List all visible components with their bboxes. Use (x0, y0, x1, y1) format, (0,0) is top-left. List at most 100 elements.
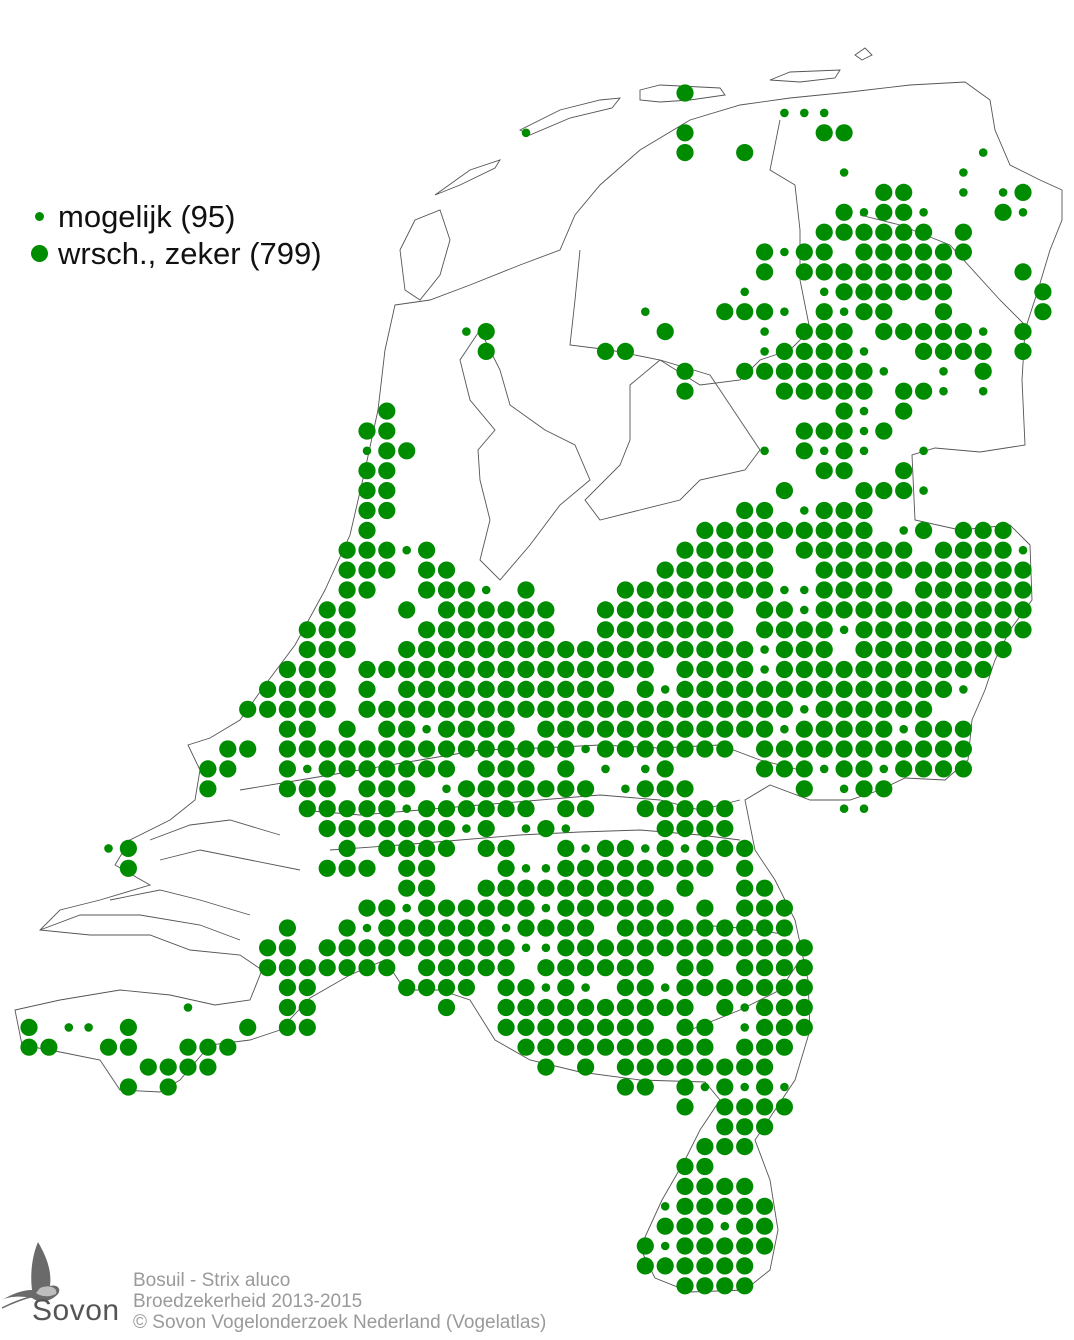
dot-probable-certain (636, 800, 654, 818)
dot-probable-certain (497, 621, 515, 639)
dot-probable-certain (676, 1277, 694, 1295)
dot-probable-certain (378, 482, 396, 500)
dot-probable-certain (835, 402, 853, 420)
dot-probable-certain (934, 720, 953, 738)
dot-probable-certain (895, 183, 913, 201)
dot-probable-certain (875, 680, 893, 699)
dot-probable-certain (517, 760, 535, 778)
sovon-swallow-logo-icon (1, 1242, 60, 1309)
dot-probable-certain (477, 780, 495, 798)
dot-probable-certain (895, 243, 913, 261)
dot-probable-certain (756, 621, 774, 639)
dot-probable-certain (477, 800, 495, 818)
dot-probable-certain (915, 601, 933, 619)
dot-probable-certain (298, 800, 316, 818)
dot-probable-certain (40, 1038, 58, 1056)
dot-probable-certain (636, 939, 654, 957)
dot-probable-certain (358, 899, 376, 917)
dot-probable-certain (636, 1018, 654, 1036)
dot-probable-certain (736, 859, 754, 877)
dot-probable-certain (716, 1118, 734, 1136)
dot-probable-certain (278, 720, 296, 738)
dot-probable-certain (656, 760, 674, 778)
dot-probable-certain (994, 601, 1012, 619)
dot-probable-certain (934, 660, 953, 679)
dot-probable-certain (676, 1257, 694, 1275)
dot-probable-certain (676, 780, 694, 798)
dot-probable-certain (537, 998, 555, 1017)
dot-probable-certain (298, 959, 316, 977)
dot-possible (919, 208, 928, 217)
dot-possible (402, 903, 412, 913)
dot-probable-certain (974, 660, 992, 679)
dot-probable-certain (318, 680, 336, 699)
dot-possible (978, 386, 988, 396)
dot-probable-certain (736, 1177, 754, 1195)
dot-possible (819, 108, 829, 118)
dot-probable-certain (875, 561, 893, 579)
dot-possible (760, 347, 769, 356)
dot-probable-certain (895, 740, 913, 758)
dot-probable-certain (815, 243, 833, 261)
dot-possible (760, 327, 769, 336)
dot-probable-certain (656, 998, 674, 1017)
dot-probable-certain (994, 581, 1012, 599)
dot-probable-certain (636, 740, 654, 758)
dot-probable-certain (1014, 621, 1032, 639)
dot-possible (581, 983, 590, 992)
dot-probable-certain (875, 641, 893, 659)
dot-probable-certain (437, 820, 456, 838)
dot-probable-certain (934, 601, 953, 619)
dot-probable-certain (676, 979, 694, 997)
dot-probable-certain (696, 1177, 714, 1195)
dot-probable-certain (855, 680, 873, 699)
dot-probable-certain (656, 561, 674, 579)
dot-probable-certain (358, 541, 376, 559)
dot-probable-certain (795, 263, 813, 281)
dot-probable-certain (358, 501, 376, 520)
texel-island (399, 209, 451, 301)
dot-possible (561, 824, 571, 833)
dot-probable-certain (736, 879, 754, 897)
dot-probable-certain (875, 482, 893, 500)
dot-probable-certain (676, 541, 694, 559)
dot-probable-certain (676, 561, 694, 579)
dot-probable-certain (696, 581, 714, 599)
dot-probable-certain (378, 462, 396, 480)
dot-probable-certain (915, 680, 933, 699)
dot-probable-certain (835, 362, 853, 380)
dot-probable-certain (378, 760, 396, 778)
dot-probable-certain (756, 1078, 774, 1096)
dot-possible (183, 1003, 193, 1012)
dot-probable-certain (119, 1078, 137, 1096)
dot-probable-certain (577, 1058, 595, 1076)
dot-possible (521, 824, 531, 833)
dot-probable-certain (338, 581, 356, 599)
dot-probable-certain (636, 1038, 654, 1056)
dot-probable-certain (915, 720, 933, 738)
dot-probable-certain (517, 740, 535, 758)
dot-possible (660, 1202, 670, 1211)
dot-probable-certain (656, 1058, 674, 1076)
dot-probable-certain (756, 561, 774, 579)
dot-probable-certain (756, 1237, 774, 1255)
dot-probable-certain (954, 243, 973, 261)
dot-probable-certain (855, 303, 873, 321)
dot-probable-certain (636, 700, 654, 718)
dot-probable-certain (954, 621, 973, 639)
dot-probable-certain (815, 581, 833, 599)
dot-probable-certain (418, 660, 436, 679)
dot-probable-certain (696, 601, 714, 619)
dot-probable-certain (656, 800, 674, 818)
dot-probable-certain (954, 521, 973, 540)
dot-probable-certain (159, 1078, 177, 1096)
dot-possible (601, 764, 610, 774)
dot-probable-certain (974, 362, 992, 380)
dot-probable-certain (875, 660, 893, 679)
dot-probable-certain (497, 939, 515, 957)
dot-probable-certain (636, 959, 654, 977)
dot-probable-certain (895, 283, 913, 301)
dot-probable-certain (875, 183, 893, 201)
dot-probable-certain (378, 402, 396, 420)
dot-probable-certain (636, 1257, 654, 1275)
